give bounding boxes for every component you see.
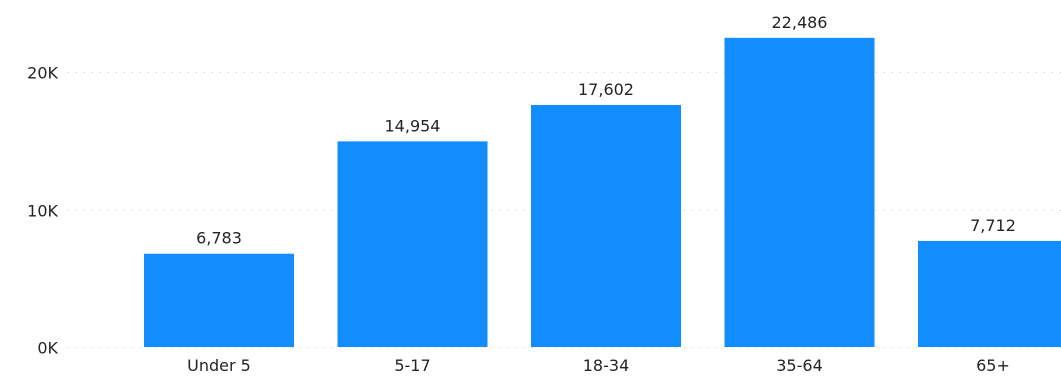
data-label: 17,602 xyxy=(578,80,634,99)
x-category-label: 18-34 xyxy=(583,356,630,375)
bars xyxy=(144,37,1061,347)
bar[interactable] xyxy=(724,37,875,347)
x-category-label: Under 5 xyxy=(187,356,251,375)
x-category-label: 65+ xyxy=(976,356,1010,375)
x-category-label: 5-17 xyxy=(394,356,430,375)
y-axis-tick-labels: 0K 10K 20K xyxy=(27,64,58,358)
data-label: 14,954 xyxy=(385,116,441,135)
bar[interactable] xyxy=(531,104,681,347)
bar[interactable] xyxy=(918,240,1061,347)
y-tick-label: 20K xyxy=(27,64,58,83)
data-label: 6,783 xyxy=(196,229,242,248)
bar[interactable] xyxy=(144,253,294,347)
y-tick-label: 0K xyxy=(37,339,58,358)
data-label: 7,712 xyxy=(970,216,1016,235)
y-tick-label: 10K xyxy=(27,202,58,221)
data-label: 22,486 xyxy=(772,13,828,32)
data-labels: 6,783 14,954 17,602 22,486 7,712 xyxy=(196,13,1016,248)
bar[interactable] xyxy=(337,141,488,347)
x-axis-category-labels: Under 5 5-17 18-34 35-64 65+ xyxy=(187,356,1010,375)
x-category-label: 35-64 xyxy=(776,356,823,375)
